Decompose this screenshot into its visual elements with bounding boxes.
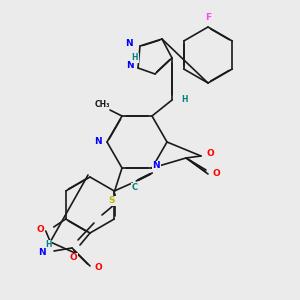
Text: O: O: [212, 169, 220, 178]
Text: C: C: [131, 184, 137, 193]
Text: N: N: [125, 40, 133, 49]
Text: H: H: [45, 241, 51, 250]
Text: N: N: [38, 248, 46, 257]
Text: O: O: [69, 254, 77, 262]
Text: N: N: [94, 137, 102, 146]
Text: N: N: [126, 61, 134, 70]
Text: S: S: [109, 196, 115, 206]
Text: H: H: [132, 53, 138, 62]
Text: O: O: [206, 149, 214, 158]
Text: CH₃: CH₃: [94, 100, 110, 109]
Text: F: F: [205, 14, 211, 22]
Text: H: H: [181, 95, 187, 104]
Text: N: N: [152, 161, 160, 170]
Text: O: O: [37, 224, 45, 233]
Text: O: O: [94, 263, 102, 272]
